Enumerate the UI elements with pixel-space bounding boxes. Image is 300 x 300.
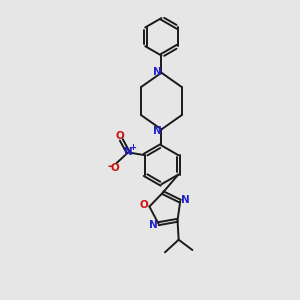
Text: N: N [181,195,190,205]
Text: O: O [111,163,119,173]
Text: N: N [124,147,133,157]
Text: N: N [153,126,162,136]
Text: -: - [107,160,112,172]
Text: N: N [153,67,162,76]
Text: O: O [140,200,149,210]
Text: N: N [149,220,158,230]
Text: +: + [129,143,136,152]
Text: O: O [116,131,124,141]
